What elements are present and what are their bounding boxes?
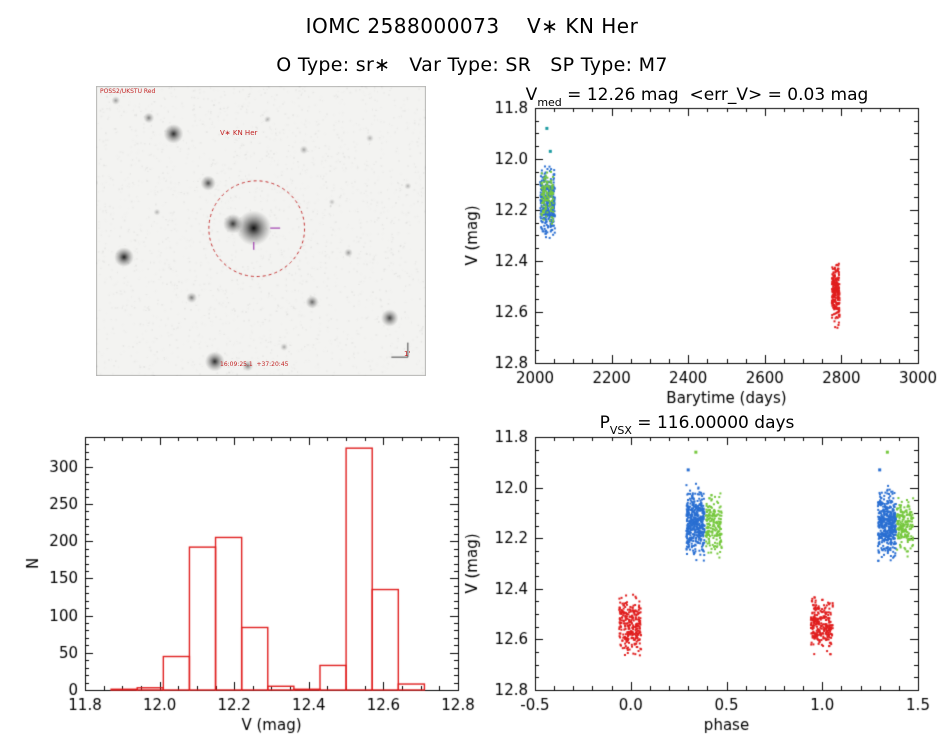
page-title: IOMC 2588000073 V∗ KN Her [305,14,639,38]
phase-plot [450,408,944,747]
finder-star-label: V∗ KN Her [220,129,258,137]
magnitude-histogram-plot [20,420,480,747]
finder-chart-image [96,86,426,376]
finder-scale-label: 1' [404,350,411,358]
lightcurve-plot [450,80,944,415]
page-subtitle: O Type: sr∗ Var Type: SR SP Type: M7 [276,54,668,76]
finder-survey-label: POSS2/UKSTU Red [100,88,156,95]
finder-coords-label: 16:09:25.1 +37:20:45 [220,361,289,368]
